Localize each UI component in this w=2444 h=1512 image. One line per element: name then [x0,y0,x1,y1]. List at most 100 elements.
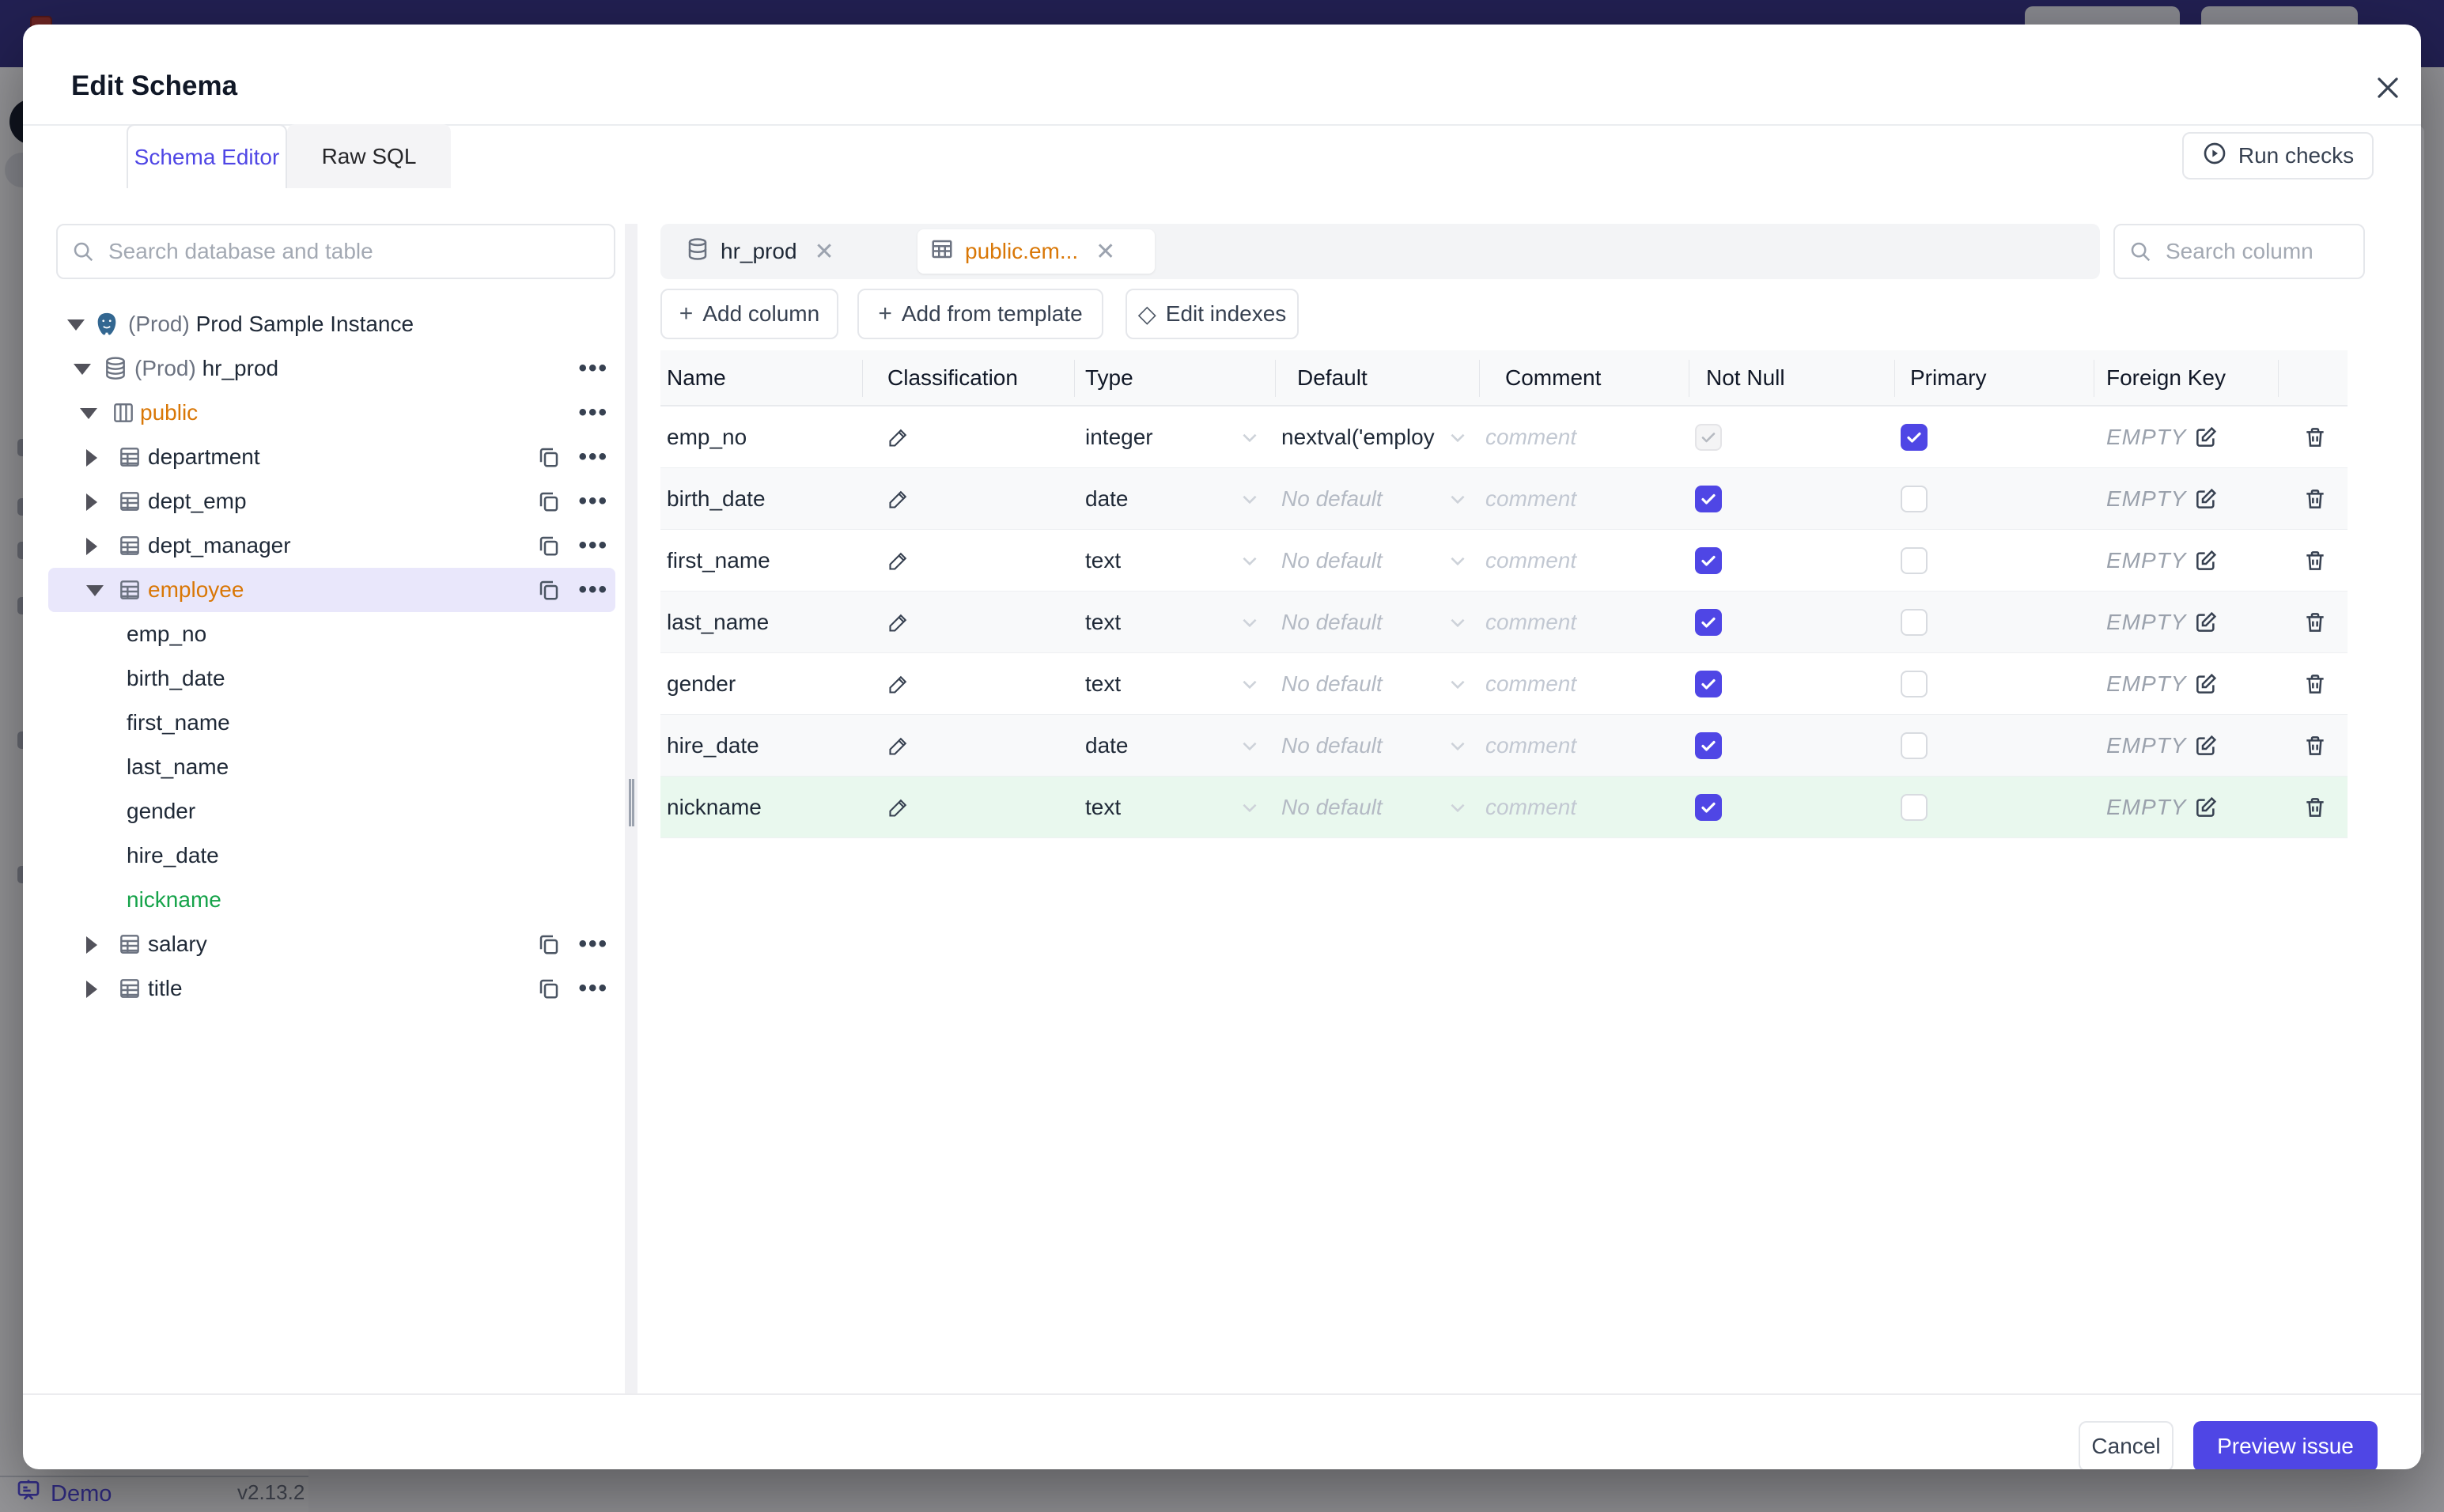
caret-right-icon[interactable] [86,449,97,467]
tree-item-gender[interactable]: gender [48,789,615,833]
copy-icon[interactable] [537,578,561,602]
delete-column-icon[interactable] [2302,610,2328,635]
tree-item-hr_prod[interactable]: (Prod) hr_prod ••• [48,346,615,391]
comment-input[interactable]: comment [1485,486,1577,511]
delete-column-icon[interactable] [2302,425,2328,450]
tree-item-first_name[interactable]: first_name [48,701,615,745]
column-name-input[interactable]: first_name [667,547,770,573]
chevron-down-icon[interactable] [1239,550,1260,571]
comment-input[interactable]: comment [1485,609,1577,634]
caret-down-icon[interactable] [67,319,85,331]
more-menu-icon[interactable]: ••• [578,576,608,603]
chevron-down-icon[interactable] [1239,612,1260,633]
tree-item-last_name[interactable]: last_name [48,745,615,789]
database-search-input[interactable] [108,239,535,264]
close-icon[interactable] [2366,66,2410,110]
tree-item-birth_date[interactable]: birth_date [48,656,615,701]
default-placeholder[interactable]: No default [1281,547,1383,573]
chevron-down-icon[interactable] [1239,797,1260,818]
run-checks-button[interactable]: Run checks [2182,132,2374,180]
type-value[interactable]: text [1085,547,1122,573]
default-placeholder[interactable]: No default [1281,609,1383,634]
panel-resize-handle[interactable] [629,779,634,826]
add-from-template-button[interactable]: + Add from template [857,289,1103,339]
primary-checkbox[interactable] [1901,670,1928,697]
chevron-down-icon[interactable] [1447,735,1468,756]
close-tab-icon[interactable]: ✕ [1095,238,1116,265]
tree-item-employee[interactable]: employee ••• [48,568,615,612]
default-placeholder[interactable]: No default [1281,671,1383,696]
edit-foreign-key-icon[interactable] [2193,486,2219,512]
type-value[interactable]: date [1085,732,1129,758]
not-null-checkbox[interactable] [1695,608,1722,636]
more-menu-icon[interactable]: ••• [578,444,608,470]
column-name-input[interactable]: birth_date [667,486,766,511]
not-null-checkbox[interactable] [1695,546,1722,574]
tab-schema-editor[interactable]: Schema Editor [127,124,287,188]
comment-input[interactable]: comment [1485,794,1577,819]
comment-input[interactable]: comment [1485,671,1577,696]
add-column-button[interactable]: + Add column [660,289,838,339]
tab-public-employee[interactable]: public.em... ✕ [917,229,1155,274]
more-menu-icon[interactable]: ••• [578,975,608,1001]
caret-right-icon[interactable] [86,538,97,555]
column-name-input[interactable]: hire_date [667,732,759,758]
delete-column-icon[interactable] [2302,733,2328,758]
more-menu-icon[interactable]: ••• [578,488,608,514]
comment-input[interactable]: comment [1485,732,1577,758]
chevron-down-icon[interactable] [1447,674,1468,694]
delete-column-icon[interactable] [2302,548,2328,573]
default-placeholder[interactable]: No default [1281,794,1383,819]
delete-column-icon[interactable] [2302,486,2328,512]
not-null-checkbox[interactable] [1695,731,1722,759]
more-menu-icon[interactable]: ••• [578,399,608,425]
classification-edit-icon[interactable] [887,735,910,757]
copy-icon[interactable] [537,977,561,1000]
comment-input[interactable]: comment [1485,547,1577,573]
classification-edit-icon[interactable] [887,426,910,448]
edit-indexes-button[interactable]: ◇ Edit indexes [1126,289,1299,339]
close-tab-icon[interactable]: ✕ [814,238,834,265]
tree-item-public[interactable]: public ••• [48,391,615,435]
primary-checkbox[interactable] [1901,793,1928,821]
column-name-input[interactable]: last_name [667,609,770,634]
chevron-down-icon[interactable] [1447,489,1468,509]
demo-link[interactable]: Demo [16,1480,112,1507]
column-search-input[interactable] [2166,239,2340,264]
type-value[interactable]: integer [1085,424,1153,449]
classification-edit-icon[interactable] [887,796,910,818]
cancel-button[interactable]: Cancel [2079,1421,2173,1469]
edit-foreign-key-icon[interactable] [2193,733,2219,758]
classification-edit-icon[interactable] [887,673,910,695]
chevron-down-icon[interactable] [1447,797,1468,818]
tree-item-hire_date[interactable]: hire_date [48,833,615,878]
column-name-input[interactable]: gender [667,671,736,696]
tree-item-Prod Sample Instance[interactable]: (Prod) Prod Sample Instance [48,302,615,346]
caret-right-icon[interactable] [86,493,97,511]
type-value[interactable]: text [1085,794,1122,819]
tree-item-dept_manager[interactable]: dept_manager ••• [48,524,615,568]
not-null-checkbox[interactable] [1695,670,1722,697]
classification-edit-icon[interactable] [887,611,910,633]
more-menu-icon[interactable]: ••• [578,532,608,558]
classification-edit-icon[interactable] [887,488,910,510]
type-value[interactable]: date [1085,486,1129,511]
column-name-input[interactable]: nickname [667,794,762,819]
copy-icon[interactable] [537,932,561,956]
copy-icon[interactable] [537,490,561,513]
default-value[interactable]: nextval('employ [1281,424,1435,449]
more-menu-icon[interactable]: ••• [578,355,608,381]
caret-down-icon[interactable] [74,364,91,375]
edit-foreign-key-icon[interactable] [2193,610,2219,635]
default-placeholder[interactable]: No default [1281,732,1383,758]
chevron-down-icon[interactable] [1239,735,1260,756]
chevron-down-icon[interactable] [1447,427,1468,448]
chevron-down-icon[interactable] [1447,612,1468,633]
chevron-down-icon[interactable] [1239,489,1260,509]
tree-item-salary[interactable]: salary ••• [48,922,615,966]
copy-icon[interactable] [537,534,561,558]
classification-edit-icon[interactable] [887,550,910,572]
primary-checkbox[interactable] [1901,546,1928,574]
not-null-checkbox[interactable] [1695,485,1722,512]
type-value[interactable]: text [1085,609,1122,634]
